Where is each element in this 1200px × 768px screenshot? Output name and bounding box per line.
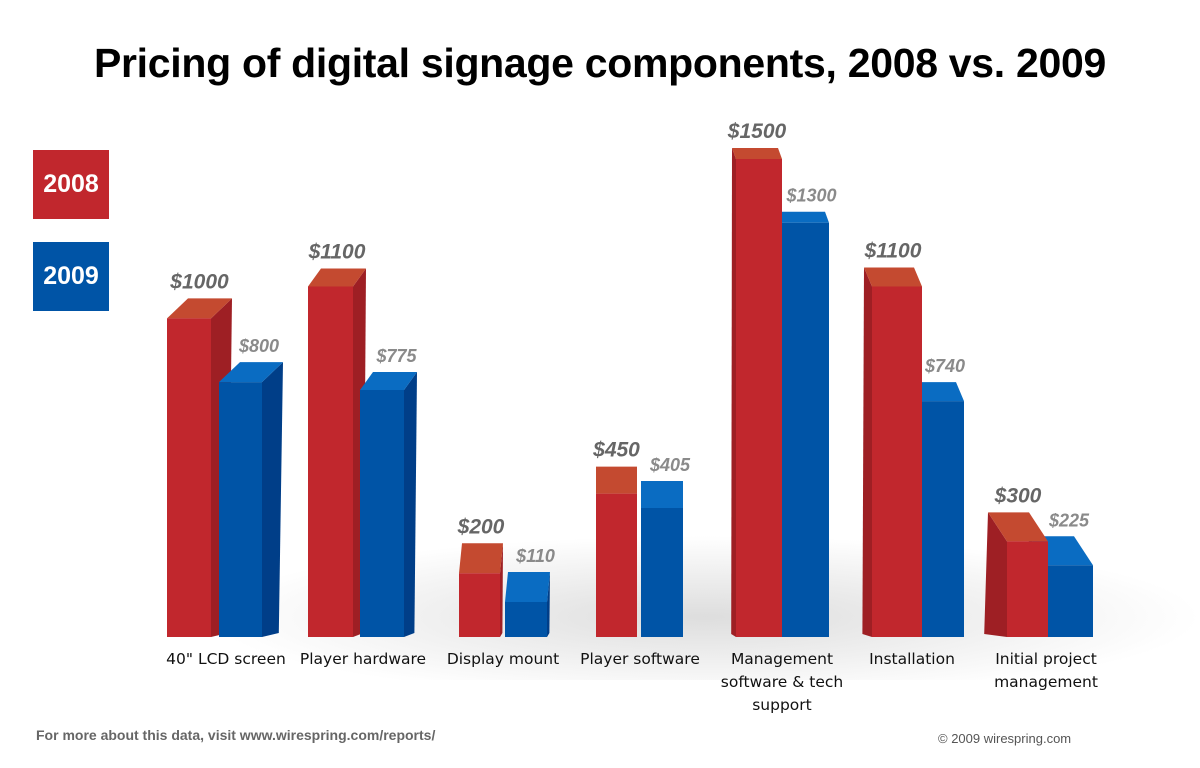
- value-label-2008: $1000: [169, 270, 229, 293]
- bar-2008: [308, 286, 353, 637]
- legend-2008: 2008: [33, 150, 109, 219]
- category-label-line: Player hardware: [299, 650, 427, 668]
- footer-source-note: For more about this data, visit www.wire…: [36, 727, 436, 743]
- value-label-2009: $800: [238, 336, 279, 356]
- category-label-line: Initial project: [995, 650, 1097, 668]
- category-label: Initial project management: [971, 648, 1121, 694]
- category-label-line: support: [752, 696, 812, 714]
- value-label-2008: $1500: [727, 120, 787, 143]
- bar-top-2008: [308, 268, 366, 287]
- bar-2008: [596, 493, 637, 637]
- value-label-2009: $405: [649, 455, 691, 475]
- value-label-2009: $225: [1048, 510, 1090, 530]
- bar-side-2009: [262, 362, 283, 637]
- bar-top-2008: [988, 512, 1048, 542]
- bar-top-2009: [360, 372, 417, 391]
- bar-top-2009: [910, 382, 964, 402]
- legend-2009: 2009: [33, 242, 109, 311]
- bar-top-2008: [167, 298, 232, 319]
- bar-top-2009: [778, 211, 829, 223]
- footer-copyright: © 2009 wirespring.com: [938, 731, 1072, 746]
- bar-top-2008: [596, 466, 637, 494]
- bar-2009: [641, 507, 683, 637]
- category-label-line: 40" LCD screen: [166, 650, 286, 668]
- category-label: 40" LCD screen: [151, 648, 301, 671]
- bar-2008: [459, 573, 500, 637]
- value-label-2009: $775: [375, 346, 417, 366]
- value-label-2008: $1100: [308, 240, 366, 263]
- bar-2009: [360, 390, 404, 637]
- bar-side-2008: [731, 148, 736, 637]
- bar-side-2008: [984, 512, 1007, 637]
- bar-top-2008: [864, 267, 922, 287]
- category-label: Display mount: [428, 648, 578, 671]
- bar-side-2008: [862, 267, 872, 637]
- bar-side-2009: [404, 372, 417, 637]
- category-label: Management software & tech support: [707, 648, 857, 717]
- category-label-line: Player software: [580, 650, 700, 668]
- bar-2008: [736, 159, 782, 637]
- value-label-2009: $110: [515, 546, 555, 566]
- bar-top-2009: [219, 362, 283, 383]
- bar-2009: [1048, 565, 1093, 637]
- value-label-2008: $450: [592, 439, 640, 462]
- category-label-line: Display mount: [446, 650, 560, 668]
- bar-2009: [219, 382, 262, 637]
- bar-top-2008: [732, 148, 782, 159]
- bar-2008: [872, 286, 922, 637]
- bar-2009: [918, 401, 964, 637]
- category-label: Player software: [565, 648, 715, 671]
- category-label-line: management: [994, 673, 1098, 691]
- bar-2009: [782, 222, 829, 637]
- category-label-line: software & tech: [720, 673, 844, 691]
- chart-title: Pricing of digital signage components, 2…: [93, 40, 1106, 86]
- category-label: Installation: [837, 648, 987, 671]
- category-label-line: Management: [730, 650, 834, 668]
- value-label-2009: $1300: [785, 186, 836, 206]
- category-label-line: Installation: [869, 650, 955, 668]
- bar-2008: [1007, 541, 1048, 637]
- value-label-2008: $200: [457, 515, 505, 538]
- value-label-2008: $1100: [864, 239, 922, 262]
- category-label: Player hardware: [288, 648, 438, 671]
- bar-top-2009: [641, 480, 683, 508]
- bar-side-2008: [500, 543, 503, 637]
- value-label-2009: $740: [924, 356, 965, 376]
- bar-2009: [505, 601, 547, 637]
- bar-side-2009: [547, 571, 550, 637]
- bar-top-2008: [459, 543, 503, 574]
- bar-top-2009: [505, 571, 550, 602]
- bar-2008: [167, 318, 211, 637]
- value-label-2008: $300: [994, 484, 1042, 507]
